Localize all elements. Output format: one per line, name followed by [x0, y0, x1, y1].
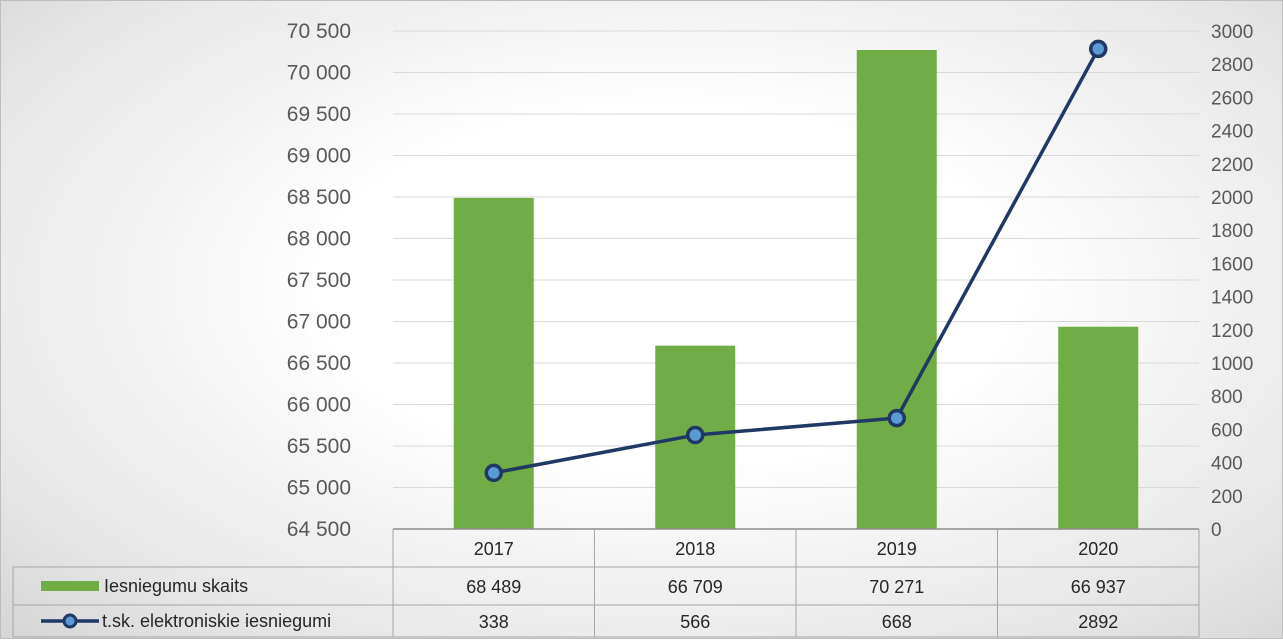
legend-key-marker — [62, 613, 78, 629]
table-category-cell: 2018 — [675, 539, 715, 559]
table-value-cell: 2892 — [1078, 612, 1118, 632]
legend-label-elektroniskie-iesniegumi: t.sk. elektroniskie iesniegumi — [102, 611, 331, 631]
y-left-tick-label: 67 000 — [287, 311, 351, 334]
bar-iesniegumu-skaits — [1058, 326, 1139, 529]
y-right-tick-label: 2400 — [1211, 122, 1253, 143]
y-right-tick-label: 1800 — [1211, 221, 1253, 242]
y-right-tick-label: 2000 — [1211, 188, 1253, 209]
y-right-tick-label: 1400 — [1211, 288, 1253, 309]
line-marker — [686, 425, 705, 445]
y-left-tick-label: 70 000 — [287, 62, 351, 85]
table-category-cell: 2019 — [877, 539, 917, 559]
y-right-tick-label: 3000 — [1211, 22, 1253, 43]
table-value-cell: 338 — [479, 612, 509, 632]
y-right-tick-label: 2800 — [1211, 55, 1253, 76]
line-marker — [887, 408, 906, 428]
table-value-cell: 66 937 — [1071, 577, 1126, 597]
bar-iesniegumu-skaits — [856, 50, 937, 530]
y-left-tick-label: 66 000 — [287, 394, 351, 417]
y-left-tick-label: 69 000 — [287, 145, 351, 168]
y-right-tick-label: 2200 — [1211, 155, 1253, 176]
table-category-cell: 2020 — [1078, 539, 1118, 559]
table-value-cell: 66 709 — [668, 577, 723, 597]
table-value-cell: 566 — [680, 612, 710, 632]
y-left-tick-label: 70 500 — [287, 20, 351, 43]
y-right-tick-label: 200 — [1211, 487, 1243, 508]
legend-label-iesniegumu-skaits: Iesniegumu skaits — [104, 576, 248, 596]
y-left-tick-label: 65 500 — [287, 435, 351, 458]
line-marker — [484, 463, 503, 483]
legend-key-bar — [41, 581, 99, 591]
line-marker — [1089, 39, 1108, 59]
y-right-tick-label: 800 — [1211, 387, 1243, 408]
y-left-tick-label: 69 500 — [287, 103, 351, 126]
line-elektroniskie-iesniegumi — [493, 48, 1100, 475]
y-right-tick-label: 1000 — [1211, 354, 1253, 375]
table-value-cell: 70 271 — [869, 577, 924, 597]
y-right-tick-label: 600 — [1211, 420, 1243, 441]
y-right-tick-label: 400 — [1211, 454, 1243, 475]
table-value-cell: 68 489 — [466, 577, 521, 597]
y-left-tick-label: 67 500 — [287, 269, 351, 292]
y-left-tick-label: 68 000 — [287, 228, 351, 251]
table-value-cell: 668 — [882, 612, 912, 632]
y-right-tick-label: 1600 — [1211, 254, 1253, 275]
y-right-tick-label: 1200 — [1211, 321, 1253, 342]
y-left-tick-label: 65 000 — [287, 477, 351, 500]
y-left-tick-label: 64 500 — [287, 518, 351, 541]
y-left-tick-label: 66 500 — [287, 352, 351, 375]
table-category-cell: 2017 — [474, 539, 514, 559]
y-left-tick-label: 68 500 — [287, 186, 351, 209]
y-right-tick-label: 2600 — [1211, 88, 1253, 109]
y-right-tick-label: 0 — [1211, 520, 1222, 541]
